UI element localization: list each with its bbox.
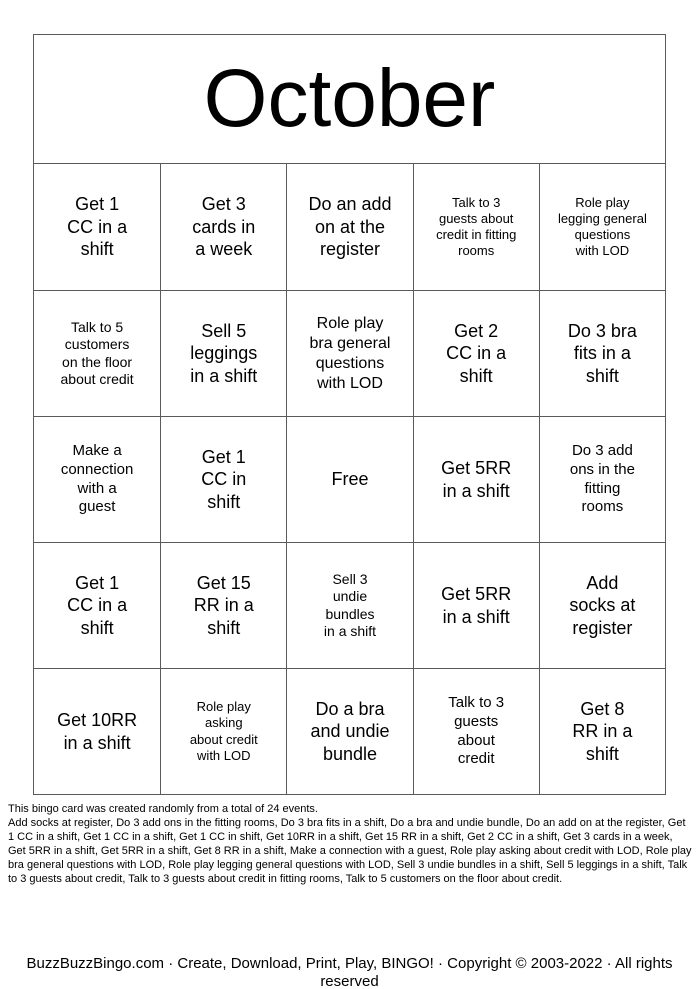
bingo-cell[interactable]: Get 3 cards in a week [160, 164, 286, 290]
bingo-cell[interactable]: Get 10RR in a shift [34, 668, 161, 794]
bingo-cell[interactable]: Talk to 5 customers on the floor about c… [34, 290, 161, 416]
bingo-cell[interactable]: Get 5RR in a shift [412, 416, 539, 542]
bingo-cell[interactable]: Get 2 CC in a shift [412, 290, 539, 416]
bingo-cell[interactable]: Get 5RR in a shift [412, 542, 539, 668]
bingo-cell[interactable]: Do an add on at the register [286, 164, 412, 290]
bingo-cell[interactable]: Do 3 bra fits in a shift [538, 290, 665, 416]
bingo-cell[interactable]: Sell 3 undie bundles in a shift [286, 542, 413, 668]
bingo-cell[interactable]: Add socks at register [538, 542, 665, 668]
bingo-cell[interactable]: Sell 5 leggings in a shift [160, 290, 287, 416]
free-space-cell[interactable]: Free [286, 416, 413, 542]
card-title-box: October [34, 35, 665, 164]
bingo-cell[interactable]: Get 15 RR in a shift [160, 542, 287, 668]
bingo-cell[interactable]: Get 1 CC in a shift [67, 194, 128, 260]
footer-credit: BuzzBuzzBingo.com · Create, Download, Pr… [26, 955, 673, 989]
fine-print: This bingo card was created randomly fro… [8, 802, 693, 886]
bingo-cell[interactable]: Do 3 add ons in the fitting rooms [538, 416, 665, 542]
bingo-grid: Get 1 CC in a shift Get 3 cards in a wee… [34, 164, 665, 794]
bingo-cell[interactable]: Talk to 3 guests about credit in fitting… [412, 164, 539, 290]
events-list: Add socks at register, Do 3 add ons in t… [8, 817, 692, 885]
month-title: October [203, 53, 496, 144]
bingo-cell[interactable]: Do a bra and undie bundle [286, 668, 413, 794]
bingo-cell[interactable]: Get 1 CC in a shift [34, 542, 161, 668]
bingo-cell[interactable]: Talk to 3 guests about credit [412, 668, 539, 794]
bingo-cell[interactable]: Make a connection with a guest [34, 416, 161, 542]
fine-print-intro: This bingo card was created randomly fro… [8, 803, 318, 815]
bingo-cell[interactable]: Get 8 RR in a shift [538, 668, 665, 794]
bingo-cell[interactable]: Role play legging general questions with… [538, 164, 665, 290]
bingo-cell[interactable]: Role play bra general questions with LOD [286, 290, 413, 416]
bingo-cell[interactable]: Role play asking about credit with LOD [160, 668, 287, 794]
bingo-card: October Get 1 CC in a shift Get 3 cards … [33, 34, 666, 795]
bingo-cell[interactable]: Get 1 CC in shift [160, 416, 287, 542]
